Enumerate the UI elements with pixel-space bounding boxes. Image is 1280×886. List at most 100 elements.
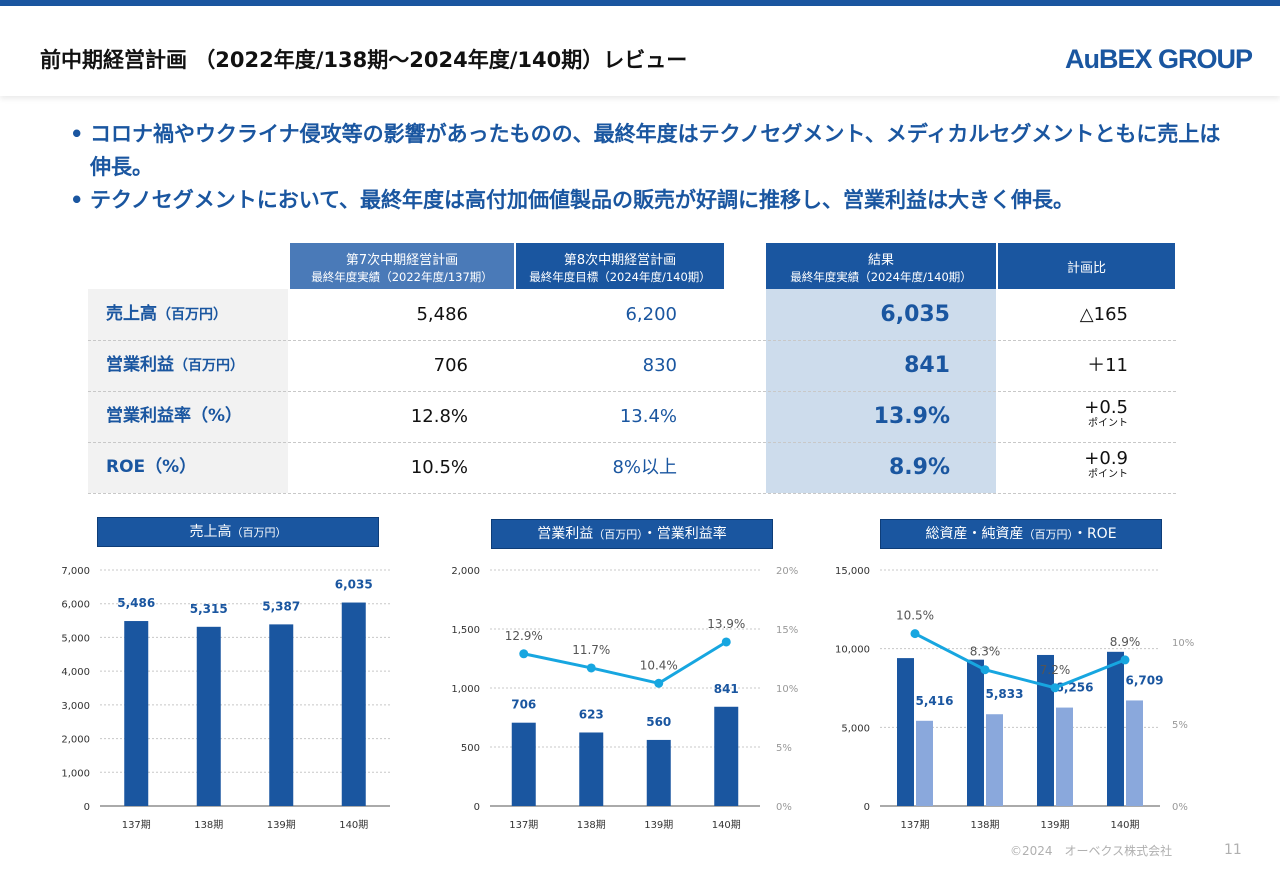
bullet-dot: • [70,122,84,146]
chart-title-operating-income: 営業利益（百万円）・営業利益率 [491,519,773,549]
bullet-list: • コロナ禍やウクライナ侵攻等の影響があったものの、最終年度はテクノセグメント、… [70,118,1230,217]
plan7-value: 10.5% [410,457,468,478]
y-tick-label: 1,500 [451,625,480,636]
column-header: 第7次中期経営計画 最終年度実績（2022年度/137期） [290,243,514,289]
bar [646,739,671,806]
y-tick-label: 7,000 [61,566,90,577]
x-tick-label: 140期 [712,819,741,831]
line-point [519,649,529,659]
x-tick-label: 139期 [644,819,673,831]
result-value: 6,035 [880,302,950,327]
x-tick-label: 138期 [194,819,223,831]
bar [511,722,536,806]
column-header-subtitle: 最終年度実績（2022年度/137期） [311,270,493,284]
table-row: ROE（%） 10.5% 8%以上 8.9% +0.9 ポイント [88,442,1176,494]
column-header: 計画比 [998,243,1175,289]
plan8-value: 6,200 [625,304,677,325]
line-point [586,663,596,673]
bullet-text: テクノセグメントにおいて、最終年度は高付加価値製品の販売が好調に推移し、営業利益… [90,188,1075,212]
line-series [523,640,728,685]
bar [1126,700,1143,806]
y2-tick-label: 5% [1172,720,1188,731]
y-tick-label: 0 [864,802,870,813]
bar [897,658,914,806]
y2-tick-label: 0% [776,802,792,813]
y2-tick-label: 10% [776,684,798,695]
bar [1107,651,1124,806]
row-label: 営業利益（百万円） [106,355,244,375]
bar-data-label: 6,709 [1126,673,1164,687]
bar [196,626,221,806]
line-data-label: 10.4% [640,658,678,672]
column-header: 第8次中期経営計画 最終年度目標（2024年度/140期） [516,243,724,289]
bar [714,706,739,806]
line-data-label: 8.9% [1110,635,1141,649]
ratio-value: +0.9 ポイント [1084,448,1128,481]
y-tick-label: 5,000 [61,633,90,644]
line-point [1050,683,1060,693]
column-header-subtitle: 最終年度目標（2024年度/140期） [529,270,711,284]
x-tick-label: 137期 [900,819,929,831]
y-tick-label: 15,000 [835,566,870,577]
header: 前中期経営計画 （2022年度/138期～2024年度/140期）レビュー Au… [0,6,1280,96]
table-row: 営業利益率（%） 12.8% 13.4% 13.9% +0.5 ポイント [88,391,1176,443]
column-header-subtitle: 最終年度実績（2024年度/140期） [790,270,972,284]
bar-data-label: 623 [579,707,604,721]
result-value: 13.9% [873,404,950,429]
plan7-value: 706 [433,355,468,376]
line-data-label: 11.7% [572,643,610,657]
column-header-title: 結果 [867,253,894,268]
y-tick-label: 0 [474,802,480,813]
bar-data-label: 6,035 [335,578,373,592]
bar-data-label: 5,387 [262,599,300,613]
y2-tick-label: 5% [776,743,792,754]
bullet-text: コロナ禍やウクライナ侵攻等の影響があったものの、最終年度はテクノセグメント、メデ… [90,122,1221,179]
line-point [654,678,664,688]
company-logo: AuBEX GROUP [1064,44,1253,74]
y-tick-label: 0 [84,802,90,813]
bar-data-label: 706 [511,698,536,712]
ratio-value: △165 [1079,304,1128,325]
table-row: 営業利益（百万円） 706 830 841 ＋11 [88,340,1176,392]
plan8-value: 8%以上 [612,457,677,478]
bar-data-label: 5,315 [190,602,228,616]
y-tick-label: 10,000 [835,645,870,656]
bar [1037,654,1054,806]
bar [341,602,366,806]
bullet-item: • テクノセグメントにおいて、最終年度は高付加価値製品の販売が好調に推移し、営業… [70,184,1230,217]
plan8-value: 13.4% [619,406,677,427]
line-data-label: 10.5% [896,609,934,623]
column-header-title: 第7次中期経営計画 [345,253,459,268]
x-tick-label: 140期 [1110,819,1139,831]
bar [1056,707,1073,806]
bar-data-label: 560 [646,715,671,729]
y2-tick-label: 15% [776,625,798,636]
line-point [1120,655,1130,665]
y2-tick-label: 20% [776,566,798,577]
page-title: 前中期経営計画 （2022年度/138期～2024年度/140期）レビュー [40,48,688,72]
x-tick-label: 140期 [339,819,368,831]
bar-data-label: 5,833 [986,687,1024,701]
bar-data-label: 5,416 [916,694,954,708]
top-accent-bar [0,0,1280,6]
page-number: 11 [1224,842,1242,858]
x-tick-label: 139期 [1040,819,1069,831]
y-tick-label: 2,000 [451,566,480,577]
y-tick-label: 1,000 [451,684,480,695]
y-tick-label: 1,000 [61,768,90,779]
x-tick-label: 138期 [577,819,606,831]
plan8-value: 830 [642,355,677,376]
row-label: ROE（%） [106,457,197,477]
bar [967,659,984,806]
column-header-title: 第8次中期経営計画 [563,253,677,268]
bar [124,621,149,806]
result-value: 841 [904,353,950,378]
y-tick-label: 500 [461,743,480,754]
y2-tick-label: 10% [1172,638,1194,649]
line-series [914,632,1126,690]
copyright: ©2024 オーベクス株式会社 [1010,844,1173,858]
plan7-value: 5,486 [416,304,468,325]
bar [269,624,294,806]
column-header: 結果 最終年度実績（2024年度/140期） [766,243,996,289]
operating-income-chart: 0 500 1,000 1,500 2,000 137期 138期 139期 140期 706 62… [451,566,798,831]
